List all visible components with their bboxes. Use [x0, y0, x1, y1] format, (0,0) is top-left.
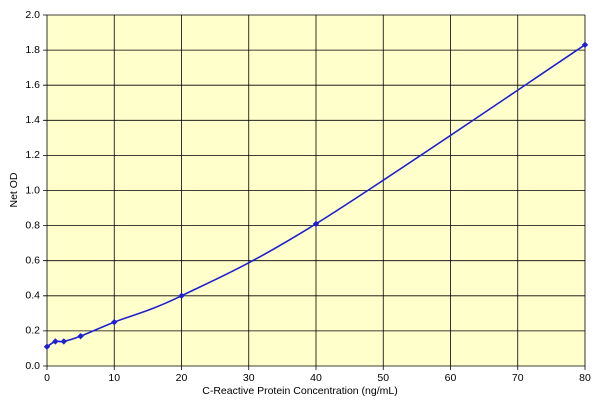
- x-tick-label: 70: [512, 372, 524, 384]
- data-point: [111, 318, 118, 326]
- y-tick-label: 0.6: [25, 254, 40, 266]
- data-point: [60, 338, 68, 345]
- y-tick-label: 0.0: [25, 360, 40, 372]
- data-point: [178, 292, 185, 299]
- x-tick-label: 60: [445, 372, 457, 384]
- y-tick-label: 1.4: [25, 114, 40, 126]
- y-tick-label: 1.2: [25, 149, 40, 161]
- x-tick-label: 0: [44, 372, 50, 384]
- y-tick-label: 0.8: [25, 219, 40, 231]
- data-point: [52, 338, 59, 345]
- y-tick-label: 1.8: [25, 44, 40, 56]
- y-tick-label: 2.0: [25, 9, 40, 21]
- y-tick-label: 0.2: [25, 325, 40, 337]
- y-tick-label: 0.4: [25, 290, 40, 302]
- x-tick-label: 80: [579, 372, 591, 384]
- x-tick-label: 30: [243, 372, 255, 384]
- y-axis-title: Net OD: [8, 172, 20, 207]
- y-tick-label: 1.6: [25, 79, 40, 91]
- x-tick-label: 10: [108, 372, 120, 384]
- data-point: [43, 343, 51, 350]
- y-tick-label: 1.0: [25, 184, 40, 196]
- x-tick-label: 50: [377, 372, 389, 384]
- data-point: [77, 332, 84, 340]
- data-point: [312, 220, 320, 228]
- x-tick-label: 20: [176, 372, 188, 384]
- x-axis-title: C-Reactive Protein Concentration (ng/mL): [202, 385, 398, 397]
- x-tick-label: 40: [310, 372, 322, 384]
- data-point: [581, 41, 589, 49]
